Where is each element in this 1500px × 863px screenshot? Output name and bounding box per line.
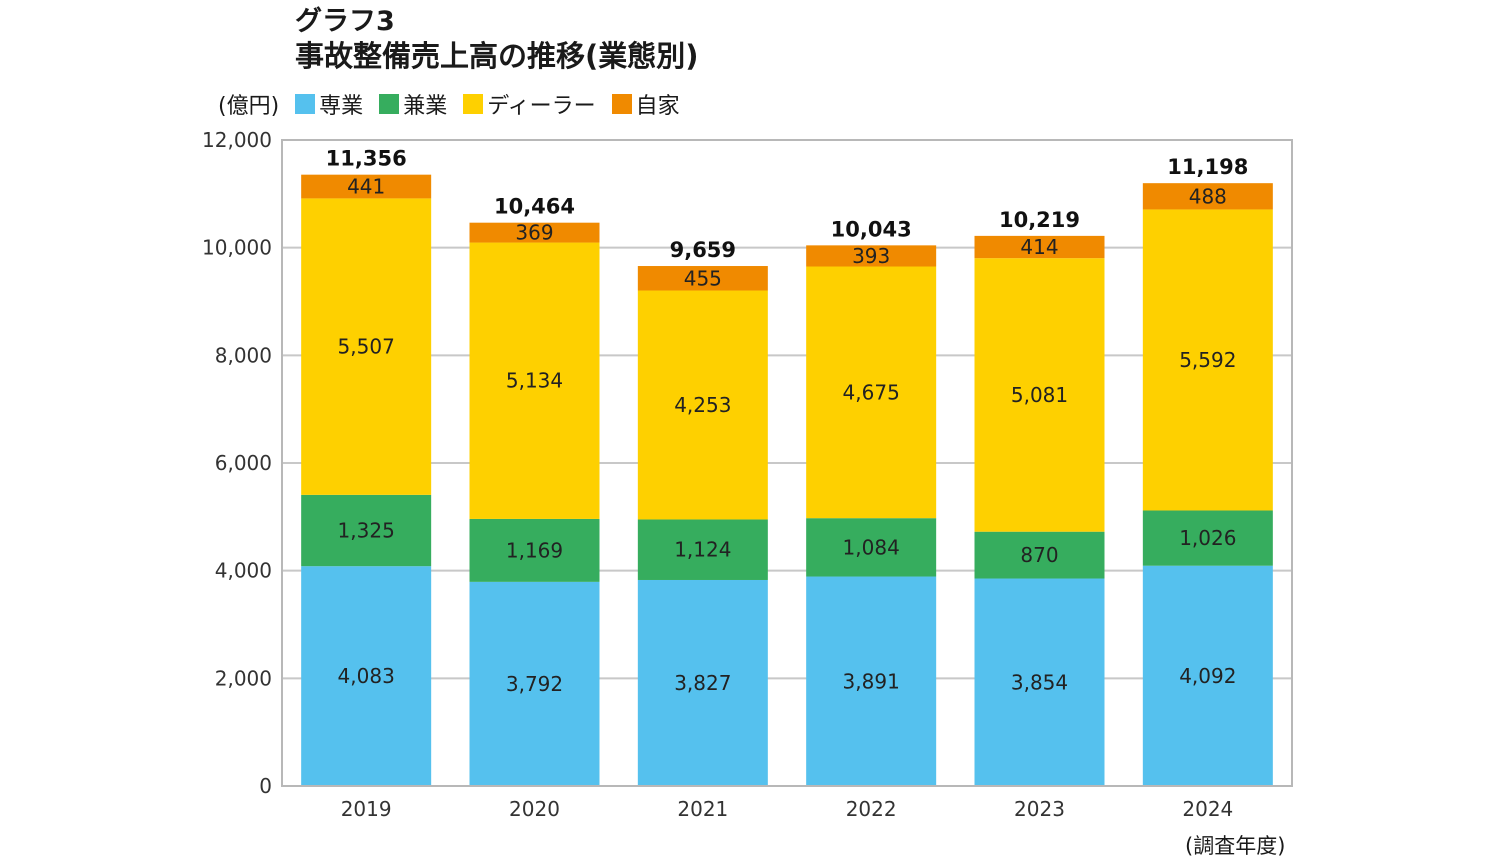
segment-label: 4,092 <box>1179 664 1236 688</box>
segment-label: 455 <box>684 266 722 290</box>
legend-item-jika: 自家 <box>611 88 680 120</box>
segment-label: 441 <box>347 175 385 199</box>
segment-label: 5,134 <box>506 369 563 393</box>
bar-segment <box>469 242 600 519</box>
legend-item-senmon: 専業 <box>295 88 363 120</box>
segment-label: 414 <box>1020 235 1058 259</box>
x-tick-label: 2022 <box>846 797 897 821</box>
segment-label: 1,026 <box>1179 526 1236 550</box>
segment-label: 3,827 <box>674 671 731 695</box>
segment-label: 4,675 <box>843 380 900 404</box>
y-tick-label: 12,000 <box>202 128 272 152</box>
plot-frame <box>281 139 1293 787</box>
segment-label: 369 <box>515 221 553 245</box>
legend-label: ディーラー <box>487 94 596 119</box>
total-label: 11,356 <box>326 147 407 171</box>
y-tick-label: 10,000 <box>202 236 272 260</box>
bar-segment <box>1142 510 1273 566</box>
bar-segment <box>301 566 432 786</box>
segment-label: 3,891 <box>843 669 900 693</box>
chart-title-line1: グラフ3 <box>295 6 395 37</box>
legend-swatch <box>379 94 400 114</box>
bar-segment <box>1142 209 1273 511</box>
segment-label: 4,083 <box>338 664 395 688</box>
bar-segment <box>806 245 937 267</box>
total-label: 11,198 <box>1167 155 1248 179</box>
segment-label: 1,169 <box>506 538 563 562</box>
y-tick-label: 6,000 <box>215 451 272 475</box>
legend-label: 専業 <box>319 94 364 119</box>
bar-segment <box>806 518 937 577</box>
x-tick-label: 2023 <box>1014 797 1065 821</box>
bar-segment <box>301 174 432 199</box>
x-tick-label: 2024 <box>1182 797 1233 821</box>
y-tick-label: 2,000 <box>215 666 272 690</box>
x-tick-label: 2021 <box>677 797 728 821</box>
total-label: 9,659 <box>670 238 736 262</box>
legend: (億円) 専業 兼業 ディーラー 自家 <box>218 88 696 120</box>
bar-segment <box>974 578 1105 786</box>
legend-label: 兼業 <box>403 94 448 119</box>
legend-swatch <box>295 94 316 114</box>
total-label: 10,043 <box>831 217 912 241</box>
segment-label: 1,084 <box>843 535 900 559</box>
legend-swatch <box>463 94 484 114</box>
segment-label: 1,124 <box>674 538 731 562</box>
y-tick-label: 8,000 <box>215 343 272 367</box>
total-label: 10,219 <box>999 208 1080 232</box>
bar-segment <box>974 531 1105 579</box>
y-unit-label: (億円) <box>218 94 280 119</box>
bar-segment <box>469 222 600 243</box>
total-label: 10,464 <box>494 195 575 219</box>
segment-label: 488 <box>1189 184 1227 208</box>
bar-segment <box>806 576 937 786</box>
chart-title-line2: 事故整備売上高の推移(業態別) <box>295 39 699 73</box>
y-tick-label: 4,000 <box>215 559 272 583</box>
chart-title: グラフ3 事故整備売上高の推移(業態別) <box>295 6 699 74</box>
segment-label: 3,854 <box>1011 670 1068 694</box>
bar-segment <box>469 581 600 786</box>
segment-label: 4,253 <box>674 393 731 417</box>
bar-segment <box>301 198 432 495</box>
bar-segment <box>301 494 432 567</box>
segment-label: 3,792 <box>506 672 563 696</box>
bar-segment <box>637 266 768 291</box>
legend-item-kengyo: 兼業 <box>379 88 447 120</box>
x-axis-note: (調査年度) <box>1185 834 1286 858</box>
legend-label: 自家 <box>635 94 680 119</box>
bar-segment <box>974 258 1105 532</box>
bar-segment <box>469 518 600 582</box>
y-tick-label: 0 <box>259 774 272 798</box>
legend-item-dealer: ディーラー <box>463 88 596 120</box>
bar-segment <box>637 519 768 580</box>
legend-swatch <box>611 94 632 114</box>
bar-segment <box>1142 565 1273 786</box>
bar-segment <box>806 266 937 519</box>
segment-label: 393 <box>852 244 890 268</box>
segment-label: 1,325 <box>338 519 395 543</box>
x-tick-label: 2019 <box>341 797 392 821</box>
x-tick-label: 2020 <box>509 797 560 821</box>
segment-label: 870 <box>1020 543 1058 567</box>
bar-segment <box>974 235 1105 259</box>
bar-segment <box>637 579 768 786</box>
segment-label: 5,081 <box>1011 383 1068 407</box>
bar-segment <box>1142 183 1273 210</box>
segment-label: 5,592 <box>1179 348 1236 372</box>
bar-segment <box>637 290 768 520</box>
segment-label: 5,507 <box>338 335 395 359</box>
